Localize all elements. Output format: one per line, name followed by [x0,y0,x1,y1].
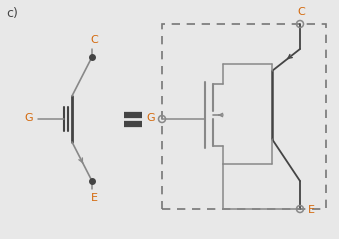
Bar [162,24,326,209]
Text: G: G [24,113,33,123]
Text: C: C [90,35,98,45]
Text: C: C [297,7,305,17]
Text: c): c) [6,7,18,20]
Text: E: E [308,205,315,215]
Text: G: G [146,113,155,123]
Text: E: E [91,193,98,203]
